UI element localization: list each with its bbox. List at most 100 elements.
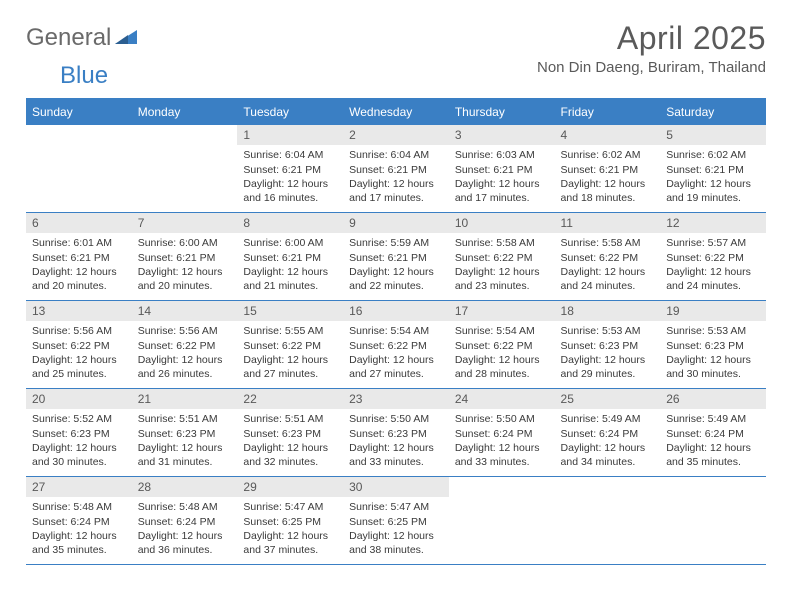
day-content: Sunrise: 5:47 AMSunset: 6:25 PMDaylight:… — [343, 497, 449, 561]
day-content: Sunrise: 5:54 AMSunset: 6:22 PMDaylight:… — [343, 321, 449, 385]
calendar-cell: 2Sunrise: 6:04 AMSunset: 6:21 PMDaylight… — [343, 125, 449, 213]
calendar-cell — [132, 125, 238, 213]
day-content: Sunrise: 5:53 AMSunset: 6:23 PMDaylight:… — [660, 321, 766, 385]
day-content: Sunrise: 5:48 AMSunset: 6:24 PMDaylight:… — [26, 497, 132, 561]
calendar-cell: 24Sunrise: 5:50 AMSunset: 6:24 PMDayligh… — [449, 389, 555, 477]
calendar-cell: 7Sunrise: 6:00 AMSunset: 6:21 PMDaylight… — [132, 213, 238, 301]
calendar-cell: 27Sunrise: 5:48 AMSunset: 6:24 PMDayligh… — [26, 477, 132, 565]
weekday-header: Sunday — [26, 99, 132, 125]
day-number: 27 — [26, 477, 132, 497]
day-content: Sunrise: 6:00 AMSunset: 6:21 PMDaylight:… — [237, 233, 343, 297]
calendar-cell: 13Sunrise: 5:56 AMSunset: 6:22 PMDayligh… — [26, 301, 132, 389]
day-content: Sunrise: 6:04 AMSunset: 6:21 PMDaylight:… — [343, 145, 449, 209]
day-content: Sunrise: 5:49 AMSunset: 6:24 PMDaylight:… — [660, 409, 766, 473]
calendar-cell: 5Sunrise: 6:02 AMSunset: 6:21 PMDaylight… — [660, 125, 766, 213]
weekday-header: Thursday — [449, 99, 555, 125]
day-number: 1 — [237, 125, 343, 145]
day-content: Sunrise: 5:51 AMSunset: 6:23 PMDaylight:… — [237, 409, 343, 473]
day-number: 16 — [343, 301, 449, 321]
page: General April 2025 Non Din Daeng, Burira… — [0, 0, 792, 575]
day-number: 18 — [555, 301, 661, 321]
day-content: Sunrise: 5:47 AMSunset: 6:25 PMDaylight:… — [237, 497, 343, 561]
day-content: Sunrise: 5:50 AMSunset: 6:23 PMDaylight:… — [343, 409, 449, 473]
calendar-cell: 18Sunrise: 5:53 AMSunset: 6:23 PMDayligh… — [555, 301, 661, 389]
calendar-cell: 10Sunrise: 5:58 AMSunset: 6:22 PMDayligh… — [449, 213, 555, 301]
month-title: April 2025 — [537, 20, 766, 57]
calendar-cell: 14Sunrise: 5:56 AMSunset: 6:22 PMDayligh… — [132, 301, 238, 389]
day-content: Sunrise: 6:03 AMSunset: 6:21 PMDaylight:… — [449, 145, 555, 209]
weekday-header: Wednesday — [343, 99, 449, 125]
calendar-cell: 3Sunrise: 6:03 AMSunset: 6:21 PMDaylight… — [449, 125, 555, 213]
day-number: 29 — [237, 477, 343, 497]
day-content: Sunrise: 5:51 AMSunset: 6:23 PMDaylight:… — [132, 409, 238, 473]
weekday-header: Tuesday — [237, 99, 343, 125]
day-content: Sunrise: 5:58 AMSunset: 6:22 PMDaylight:… — [555, 233, 661, 297]
day-number: 22 — [237, 389, 343, 409]
day-content: Sunrise: 5:57 AMSunset: 6:22 PMDaylight:… — [660, 233, 766, 297]
day-content: Sunrise: 6:02 AMSunset: 6:21 PMDaylight:… — [555, 145, 661, 209]
brand-word1: General — [26, 26, 111, 50]
calendar-cell: 16Sunrise: 5:54 AMSunset: 6:22 PMDayligh… — [343, 301, 449, 389]
brand-triangle-icon — [115, 28, 137, 49]
day-number: 10 — [449, 213, 555, 233]
day-number: 5 — [660, 125, 766, 145]
day-number: 23 — [343, 389, 449, 409]
day-number: 3 — [449, 125, 555, 145]
location: Non Din Daeng, Buriram, Thailand — [537, 59, 766, 76]
day-number: 25 — [555, 389, 661, 409]
day-number: 13 — [26, 301, 132, 321]
day-number: 2 — [343, 125, 449, 145]
day-content: Sunrise: 5:58 AMSunset: 6:22 PMDaylight:… — [449, 233, 555, 297]
calendar-cell — [660, 477, 766, 565]
day-content: Sunrise: 5:50 AMSunset: 6:24 PMDaylight:… — [449, 409, 555, 473]
weekday-header: Saturday — [660, 99, 766, 125]
calendar-cell: 20Sunrise: 5:52 AMSunset: 6:23 PMDayligh… — [26, 389, 132, 477]
day-number: 14 — [132, 301, 238, 321]
calendar-cell — [555, 477, 661, 565]
day-content: Sunrise: 5:52 AMSunset: 6:23 PMDaylight:… — [26, 409, 132, 473]
day-content: Sunrise: 5:55 AMSunset: 6:22 PMDaylight:… — [237, 321, 343, 385]
calendar-cell: 23Sunrise: 5:50 AMSunset: 6:23 PMDayligh… — [343, 389, 449, 477]
calendar-cell: 22Sunrise: 5:51 AMSunset: 6:23 PMDayligh… — [237, 389, 343, 477]
calendar-cell: 8Sunrise: 6:00 AMSunset: 6:21 PMDaylight… — [237, 213, 343, 301]
calendar-cell: 12Sunrise: 5:57 AMSunset: 6:22 PMDayligh… — [660, 213, 766, 301]
day-content: Sunrise: 5:56 AMSunset: 6:22 PMDaylight:… — [132, 321, 238, 385]
calendar-cell — [26, 125, 132, 213]
calendar-table: SundayMondayTuesdayWednesdayThursdayFrid… — [26, 98, 766, 565]
day-content: Sunrise: 5:54 AMSunset: 6:22 PMDaylight:… — [449, 321, 555, 385]
day-number: 9 — [343, 213, 449, 233]
day-number: 17 — [449, 301, 555, 321]
calendar-cell: 29Sunrise: 5:47 AMSunset: 6:25 PMDayligh… — [237, 477, 343, 565]
brand-word2: Blue — [26, 64, 108, 88]
day-number: 20 — [26, 389, 132, 409]
calendar-cell: 9Sunrise: 5:59 AMSunset: 6:21 PMDaylight… — [343, 213, 449, 301]
day-number: 15 — [237, 301, 343, 321]
day-content: Sunrise: 5:56 AMSunset: 6:22 PMDaylight:… — [26, 321, 132, 385]
day-number: 4 — [555, 125, 661, 145]
calendar-cell: 26Sunrise: 5:49 AMSunset: 6:24 PMDayligh… — [660, 389, 766, 477]
calendar-cell: 21Sunrise: 5:51 AMSunset: 6:23 PMDayligh… — [132, 389, 238, 477]
calendar-row: 1Sunrise: 6:04 AMSunset: 6:21 PMDaylight… — [26, 125, 766, 213]
day-number: 19 — [660, 301, 766, 321]
weekday-header: Monday — [132, 99, 238, 125]
day-content: Sunrise: 5:59 AMSunset: 6:21 PMDaylight:… — [343, 233, 449, 297]
calendar-row: 20Sunrise: 5:52 AMSunset: 6:23 PMDayligh… — [26, 389, 766, 477]
day-number: 21 — [132, 389, 238, 409]
day-number: 6 — [26, 213, 132, 233]
calendar-cell: 17Sunrise: 5:54 AMSunset: 6:22 PMDayligh… — [449, 301, 555, 389]
day-number: 8 — [237, 213, 343, 233]
calendar-cell: 1Sunrise: 6:04 AMSunset: 6:21 PMDaylight… — [237, 125, 343, 213]
day-content: Sunrise: 6:01 AMSunset: 6:21 PMDaylight:… — [26, 233, 132, 297]
calendar-body: 1Sunrise: 6:04 AMSunset: 6:21 PMDaylight… — [26, 125, 766, 565]
calendar-row: 27Sunrise: 5:48 AMSunset: 6:24 PMDayligh… — [26, 477, 766, 565]
calendar-cell: 28Sunrise: 5:48 AMSunset: 6:24 PMDayligh… — [132, 477, 238, 565]
title-block: April 2025 Non Din Daeng, Buriram, Thail… — [537, 20, 766, 76]
day-content: Sunrise: 5:53 AMSunset: 6:23 PMDaylight:… — [555, 321, 661, 385]
day-number: 24 — [449, 389, 555, 409]
day-number: 30 — [343, 477, 449, 497]
day-content: Sunrise: 6:00 AMSunset: 6:21 PMDaylight:… — [132, 233, 238, 297]
calendar-cell — [449, 477, 555, 565]
calendar-row: 6Sunrise: 6:01 AMSunset: 6:21 PMDaylight… — [26, 213, 766, 301]
day-content: Sunrise: 6:02 AMSunset: 6:21 PMDaylight:… — [660, 145, 766, 209]
day-content: Sunrise: 5:49 AMSunset: 6:24 PMDaylight:… — [555, 409, 661, 473]
